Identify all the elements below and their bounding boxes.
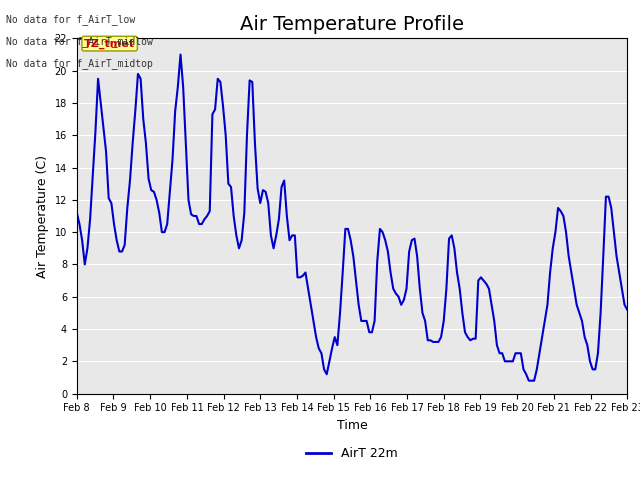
Legend: AirT 22m: AirT 22m [301, 443, 403, 466]
Title: Air Temperature Profile: Air Temperature Profile [240, 15, 464, 34]
Y-axis label: Air Temperature (C): Air Temperature (C) [36, 155, 49, 277]
Text: TZ_tmet: TZ_tmet [84, 38, 135, 49]
Text: No data for f_AirT_midlow: No data for f_AirT_midlow [6, 36, 153, 47]
X-axis label: Time: Time [337, 419, 367, 432]
Text: No data for f_AirT_low: No data for f_AirT_low [6, 14, 136, 25]
Text: No data for f_AirT_midtop: No data for f_AirT_midtop [6, 58, 153, 69]
